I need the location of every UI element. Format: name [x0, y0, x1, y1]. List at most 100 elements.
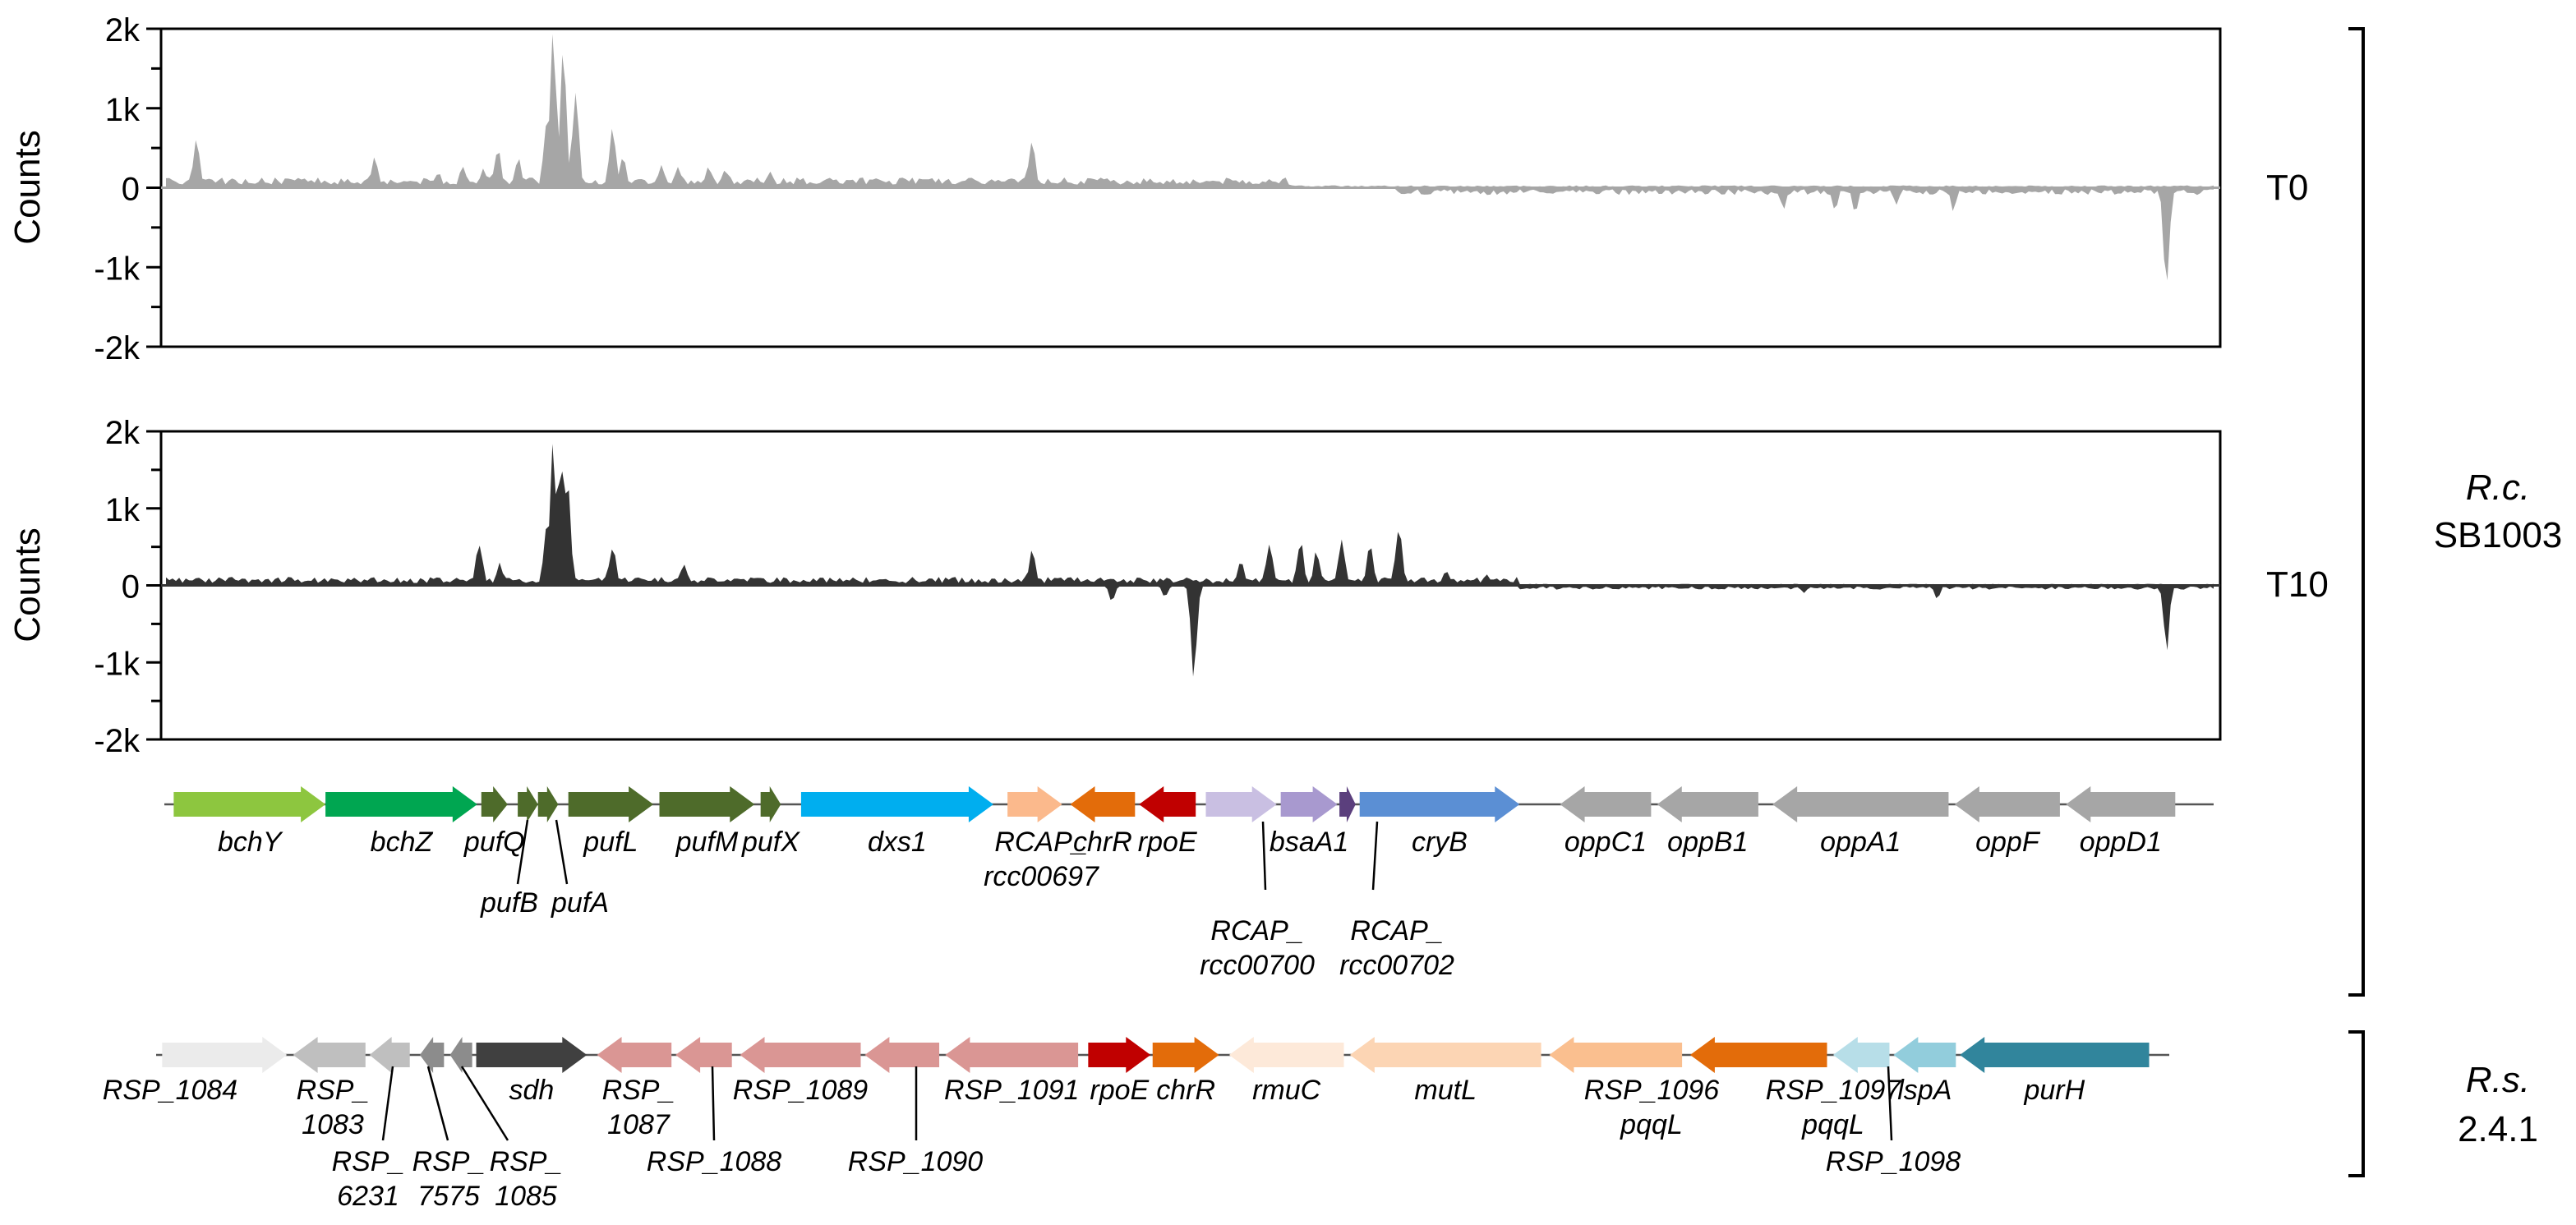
gene-arrow-rsp-1098: [1832, 1037, 1890, 1073]
gene-arrow-lspa: [1893, 1037, 1956, 1073]
gene-label: dxs1: [868, 827, 927, 858]
gene-label: rcc00702: [1339, 950, 1454, 981]
gene-label: RCAP_: [994, 827, 1087, 858]
y-tick-label: 0: [122, 172, 140, 208]
gene-arrow-rsp-6231: [369, 1037, 410, 1073]
bracket-rs: R.s. 2.4.1: [2348, 1030, 2538, 1177]
gene-label: 1087: [607, 1109, 670, 1140]
y-tick-label: -1k: [94, 646, 141, 682]
reverse-coverage-series: [166, 585, 2214, 677]
strain-name-rc: R.c.: [2466, 467, 2530, 508]
leader-line: [426, 1066, 449, 1141]
track-panel-t0: 2k 1k 0 -1k -2k Counts T0: [7, 12, 2308, 366]
gene-map-rs: RSP_1084 RSP_1083RSP_6231RSP_7575RSP_1085…: [103, 1037, 2169, 1212]
gene-label: oppF: [1975, 827, 2041, 858]
gene-arrow-rsp-1090: [864, 1037, 940, 1073]
gene-arrow-rsp-7575: [419, 1037, 445, 1073]
gene-label: RSP_1090: [848, 1146, 984, 1177]
y-tick-label: 1k: [105, 492, 141, 528]
bracket-rc: R.c. SB1003: [2348, 27, 2562, 997]
gene-arrow-cryb: [1359, 786, 1520, 822]
gene-label: bchZ: [371, 827, 434, 858]
gene-label: RSP_1091: [944, 1075, 1079, 1106]
gene-arrow-rsp-1089: [740, 1037, 861, 1073]
y-tick-label: 0: [122, 569, 140, 606]
gene-label: bchY: [218, 827, 283, 858]
track-panel-t10: 2k 1k 0 -1k -2k Counts T10: [7, 415, 2329, 759]
gene-arrow-mutl: [1349, 1037, 1541, 1073]
gene-label: sdh: [509, 1075, 555, 1106]
strain-id-rs: 2.4.1: [2458, 1109, 2538, 1149]
track-label-t10: T10: [2266, 564, 2329, 605]
forward-coverage-series: [166, 34, 2214, 188]
gene-label: bsaA1: [1270, 827, 1348, 858]
gene-label: oppB1: [1667, 827, 1748, 858]
gene-arrow-oppa1: [1772, 786, 1949, 822]
gene-arrow-pufq: [481, 786, 508, 822]
gene-arrow-pufl: [568, 786, 654, 822]
gene-arrow-purh: [1960, 1037, 2150, 1073]
gene-label: pufB: [480, 887, 538, 919]
y-tick-label: -1k: [94, 251, 141, 287]
gene-label: chrR: [1156, 1075, 1215, 1106]
gene-map-rc: bchY bchZ pufQ pufB pufA pufL pufM pufX dxs1 RCAP…: [164, 786, 2214, 981]
gene-label: mutL: [1414, 1075, 1477, 1106]
gene-arrows: bchY bchZ pufQ pufB pufA pufL pufM pufX dxs1 RCAP…: [173, 786, 2176, 981]
gene-label: pufA: [551, 887, 609, 919]
gene-arrow-bsaa1: [1280, 786, 1338, 822]
y-axis-ticks: 2k 1k 0 -1k -2k: [94, 415, 161, 759]
gene-label: rpoE: [1090, 1075, 1149, 1106]
gene-label: cryB: [1412, 827, 1468, 858]
leader-line: [711, 1066, 716, 1141]
coverage-area: [161, 34, 2220, 281]
gene-label: rcc00697: [984, 861, 1099, 892]
gene-arrow-rsp-1087: [597, 1037, 672, 1073]
gene-label: pufQ: [463, 827, 525, 858]
gene-label: chrR: [1073, 827, 1132, 858]
y-axis-title: Counts: [7, 130, 48, 244]
gene-label: RSP_: [602, 1075, 675, 1106]
gene-arrow-dxs1: [800, 786, 993, 822]
gene-label: RSP_1097: [1766, 1075, 1902, 1106]
gene-label: RSP_1096: [1584, 1075, 1720, 1106]
leader-line: [1261, 821, 1267, 891]
gene-arrow-pufm: [659, 786, 755, 822]
reverse-coverage-series: [166, 187, 2214, 281]
leader-line: [460, 1066, 509, 1141]
gene-arrow-oppb1: [1657, 786, 1758, 822]
gene-label: RSP_: [332, 1146, 405, 1177]
gene-label: purH: [2023, 1075, 2085, 1106]
y-tick-label: -2k: [94, 723, 141, 759]
y-tick-label: 2k: [105, 12, 141, 48]
gene-arrow-rcap-rcc00700: [1205, 786, 1277, 822]
gene-label: 1085: [495, 1181, 557, 1212]
gene-label: RSP_: [297, 1075, 370, 1106]
y-axis-title: Counts: [7, 527, 48, 642]
leader-line: [381, 1066, 394, 1141]
gene-label: rcc00700: [1200, 950, 1315, 981]
gene-label: pufX: [741, 827, 800, 858]
gene-label: RCAP_: [1210, 915, 1303, 946]
gene-label: RSP_: [490, 1146, 563, 1177]
gene-label: RSP_1098: [1826, 1146, 1961, 1177]
leader-line: [516, 819, 529, 885]
gene-arrow-rsp-1091: [945, 1037, 1079, 1073]
gene-label: RSP_1084: [103, 1075, 237, 1106]
y-axis-ticks: 2k 1k 0 -1k -2k: [94, 12, 161, 366]
gene-label: lspA: [1897, 1075, 1952, 1106]
gene-arrow-rpoe: [1088, 1037, 1151, 1073]
gene-arrow-rcap-rcc00697: [1007, 786, 1062, 822]
gene-label: 1083: [302, 1109, 364, 1140]
gene-label: oppD1: [2080, 827, 2162, 858]
gene-arrows: RSP_1084 RSP_1083RSP_6231RSP_7575RSP_1085…: [103, 1037, 2150, 1212]
gene-label: pqqL: [1801, 1109, 1864, 1140]
gene-arrow-bchz: [325, 786, 477, 822]
leader-line: [1371, 821, 1379, 891]
gene-label: RSP_1088: [647, 1146, 782, 1177]
gene-arrow-rmuc: [1228, 1037, 1344, 1073]
gene-arrow-sdh: [476, 1037, 588, 1073]
gene-arrow-rpoe: [1139, 786, 1196, 822]
gene-arrow-bchy: [173, 786, 326, 822]
gene-label: oppA1: [1820, 827, 1901, 858]
gene-label: rpoE: [1138, 827, 1197, 858]
